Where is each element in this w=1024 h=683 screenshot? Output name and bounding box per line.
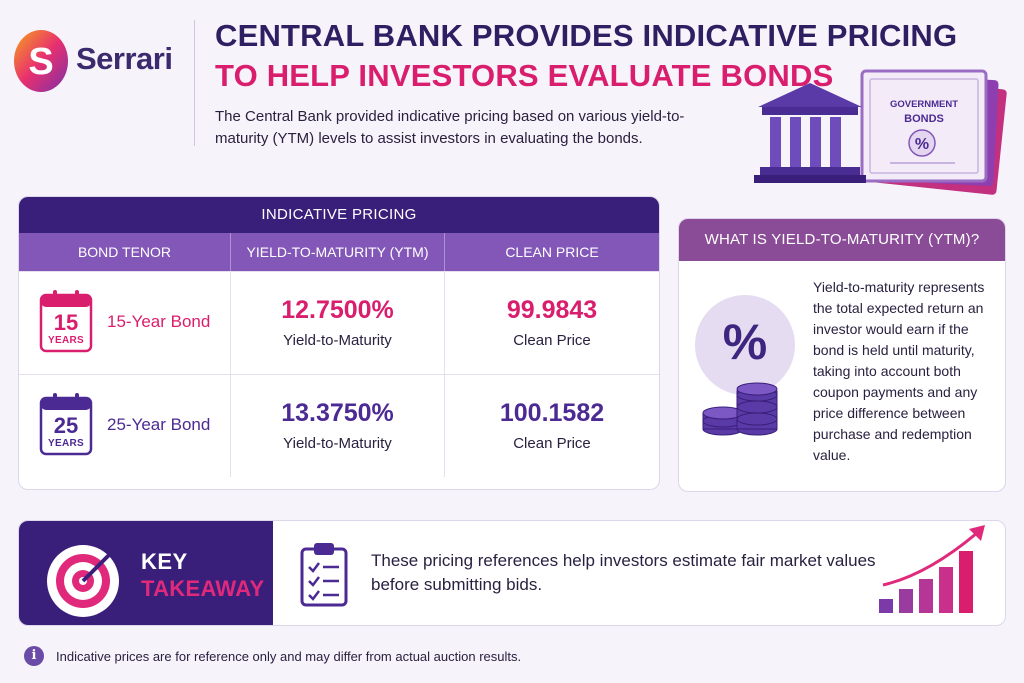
page-title-line1: Central Bank Provides Indicative Pricing: [215, 18, 958, 53]
table-row: 25 YEARS 25-Year Bond 13.3750% Yield-to-…: [19, 374, 659, 477]
price-value: 100.1582: [499, 399, 605, 427]
price-label: Clean Price: [513, 435, 591, 452]
calendar-icon: [39, 290, 93, 353]
certificate-line1: GOVERNMENT: [890, 99, 958, 110]
brand-name: Serrari: [76, 41, 173, 76]
ytm-card-title: WHAT IS YIELD-TO-MATURITY (YTM)?: [679, 219, 1005, 261]
ytm-definition: Yield-to-maturity represents the total e…: [813, 279, 985, 463]
column-header-price: CLEAN PRICE: [505, 244, 599, 260]
indicative-pricing-table: INDICATIVE PRICING BOND TENOR YIELD-TO-M…: [18, 196, 660, 490]
table-title: INDICATIVE PRICING: [19, 197, 659, 233]
growth-chart-icon: [879, 525, 985, 613]
price-cell: 100.1582 Clean Price: [445, 375, 659, 477]
takeaway-label: TAKEAWAY: [141, 576, 265, 601]
tenor-cell: 15 YEARS 15-Year Bond: [19, 272, 231, 374]
ytm-value: 12.7500%: [281, 296, 394, 324]
coins-icon: [702, 382, 778, 436]
key-label: KEY: [141, 549, 188, 574]
page-title-line2: To Help Investors Evaluate Bonds: [215, 58, 834, 93]
serrari-logo-icon: S: [14, 30, 68, 92]
calendar-unit: YEARS: [48, 335, 84, 346]
calendar-number: 25: [53, 413, 79, 438]
price-cell: 99.9843 Clean Price: [445, 272, 659, 374]
price-value: 99.9843: [506, 296, 598, 324]
bond-label: 15-Year Bond: [107, 312, 211, 331]
column-header-ytm: YIELD-TO-MATURITY (YTM): [231, 233, 445, 271]
checklist-icon: [300, 543, 348, 607]
ytm-label: Yield-to-Maturity: [283, 332, 392, 349]
ytm-label: Yield-to-Maturity: [283, 435, 392, 452]
bank-bonds-illustration: GOVERNMENT BONDS %: [754, 69, 1007, 195]
ytm-cell: 13.3750% Yield-to-Maturity: [231, 375, 445, 477]
percent-badge: [695, 295, 795, 395]
header-divider: [194, 20, 195, 146]
calendar-icon: [39, 393, 93, 456]
certificate-percent-icon: %: [915, 136, 929, 153]
column-header-tenor: BOND TENOR: [19, 233, 231, 271]
ytm-value: 13.3750%: [281, 399, 394, 427]
calendar-unit: YEARS: [48, 438, 84, 449]
logo-letter: S: [28, 41, 53, 83]
price-label: Clean Price: [513, 332, 591, 349]
table-header-row: BOND TENOR YIELD-TO-MATURITY (YTM) CLEAN…: [19, 233, 659, 271]
intro-text: The Central Bank provided indicative pri…: [215, 108, 685, 147]
tenor-cell: 25 YEARS 25-Year Bond: [19, 375, 231, 477]
bond-label: 25-Year Bond: [107, 415, 211, 434]
table-row: 15 YEARS 15-Year Bond 12.7500% Yield-to-…: [19, 271, 659, 374]
info-icon: i: [24, 646, 44, 666]
disclaimer-note: Indicative prices are for reference only…: [56, 649, 522, 664]
takeaway-text: These pricing references help investors …: [371, 551, 876, 594]
percent-icon: %: [722, 314, 768, 370]
target-icon: [47, 541, 123, 617]
key-takeaway-banner: KEY TAKEAWAY These pricing references he…: [18, 520, 1006, 626]
ytm-explainer-card: WHAT IS YIELD-TO-MATURITY (YTM)? % Yield…: [678, 218, 1006, 492]
certificate-line2: BONDS: [904, 113, 944, 125]
ytm-cell: 12.7500% Yield-to-Maturity: [231, 272, 445, 374]
calendar-number: 15: [53, 310, 79, 335]
